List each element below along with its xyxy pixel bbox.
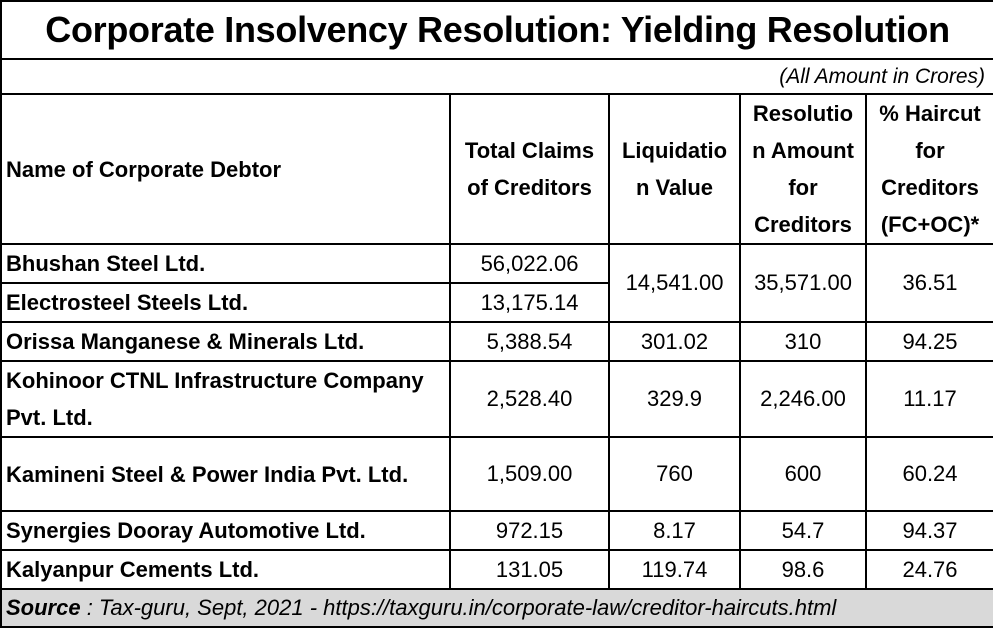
debtor-name: Synergies Dooray Automotive Ltd.: [0, 510, 451, 551]
haircut-value: 11.17: [864, 360, 993, 438]
haircut-value: 36.51: [864, 243, 993, 323]
table-row: Kohinoor CTNL Infrastructure Company Pvt…: [0, 360, 993, 438]
header-liquidation-value: Liquidatio n Value: [608, 93, 741, 245]
debtor-name: Kamineni Steel & Power India Pvt. Ltd.: [0, 436, 451, 512]
header-resolution-amount: Resolutio n Amount for Creditors: [739, 93, 867, 245]
total-claims-value: 2,528.40: [449, 360, 610, 438]
total-claims-value: 13,175.14: [449, 282, 610, 323]
header-row: Name of Corporate Debtor Total Claims of…: [0, 93, 993, 245]
resolution-amount-value: 98.6: [739, 549, 867, 590]
table-row: Synergies Dooray Automotive Ltd. 972.15 …: [0, 510, 993, 551]
liquidation-value: 119.74: [608, 549, 741, 590]
haircut-value: 94.25: [864, 321, 993, 362]
resolution-amount-value: 310: [739, 321, 867, 362]
haircut-value: 94.37: [864, 510, 993, 551]
liquidation-value: 8.17: [608, 510, 741, 551]
total-claims-value: 56,022.06: [449, 243, 610, 284]
total-claims-value: 131.05: [449, 549, 610, 590]
source-text: : Tax-guru, Sept, 2021 - https://taxguru…: [80, 595, 837, 620]
liquidation-value: 760: [608, 436, 741, 512]
resolution-amount-value: 54.7: [739, 510, 867, 551]
debtor-name: Kalyanpur Cements Ltd.: [0, 549, 451, 590]
resolution-amount-value: 35,571.00: [739, 243, 867, 323]
table-title: Corporate Insolvency Resolution: Yieldin…: [0, 0, 993, 60]
debtor-name: Bhushan Steel Ltd.: [0, 243, 451, 284]
table-row: Kamineni Steel & Power India Pvt. Ltd. 1…: [0, 436, 993, 512]
header-total-claims: Total Claims of Creditors: [449, 93, 610, 245]
liquidation-value: 14,541.00: [608, 243, 741, 323]
total-claims-value: 1,509.00: [449, 436, 610, 512]
resolution-amount-value: 2,246.00: [739, 360, 867, 438]
liquidation-value: 301.02: [608, 321, 741, 362]
debtor-name: Kohinoor CTNL Infrastructure Company Pvt…: [0, 360, 451, 438]
haircut-value: 60.24: [864, 436, 993, 512]
haircut-value: 24.76: [864, 549, 993, 590]
debtor-name: Electrosteel Steels Ltd.: [0, 282, 451, 323]
header-haircut: % Haircut for Creditors (FC+OC)*: [864, 93, 993, 245]
source-label: Source: [6, 595, 81, 620]
table-row: Electrosteel Steels Ltd. 13,175.14: [0, 282, 993, 323]
total-claims-value: 5,388.54: [449, 321, 610, 362]
resolution-amount-value: 600: [739, 436, 867, 512]
header-name: Name of Corporate Debtor: [0, 93, 451, 245]
unit-note: (All Amount in Crores): [0, 58, 993, 95]
table-row: Bhushan Steel Ltd. 56,022.06 14,541.00 3…: [0, 243, 993, 323]
liquidation-value: 329.9: [608, 360, 741, 438]
table-row: Orissa Manganese & Minerals Ltd. 5,388.5…: [0, 321, 993, 362]
table-row: Kalyanpur Cements Ltd. 131.05 119.74 98.…: [0, 549, 993, 590]
source-note: Source : Tax-guru, Sept, 2021 - https://…: [0, 588, 993, 628]
total-claims-value: 972.15: [449, 510, 610, 551]
debtor-name: Orissa Manganese & Minerals Ltd.: [0, 321, 451, 362]
